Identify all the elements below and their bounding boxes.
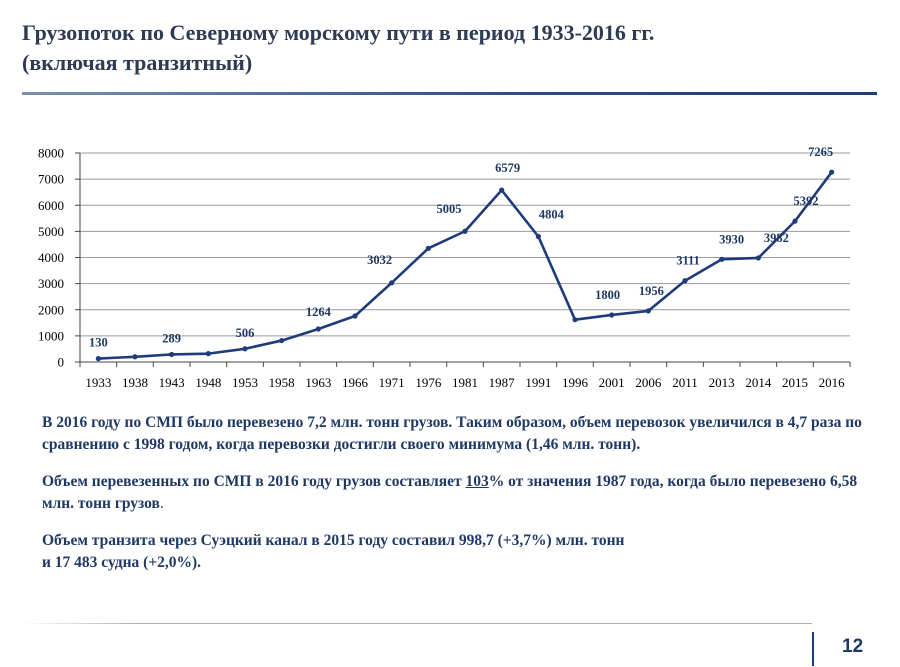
data-label-1987: 6579: [495, 161, 520, 175]
data-point-1953: [242, 346, 248, 352]
x-tick-label-1958: 1958: [269, 375, 295, 390]
data-point-1938: [132, 354, 138, 360]
note-paragraph-1: В 2016 году по СМП было перевезено 7,2 м…: [42, 414, 862, 453]
x-tick-label-1938: 1938: [122, 375, 148, 390]
data-point-2013: [719, 256, 725, 262]
x-tick-label-1987: 1987: [489, 375, 516, 390]
note-2-part-a: Объем перевезенных по СМП в 2016 году гр…: [42, 473, 466, 490]
note-3-line-2: и 17 483 судна (+2,0%).: [42, 554, 202, 571]
data-point-1981: [462, 228, 468, 234]
data-label-1971: 3032: [367, 253, 392, 267]
data-point-1943: [169, 351, 175, 358]
x-tick-label-1953: 1953: [232, 375, 258, 390]
footer-divider: [22, 623, 812, 624]
y-tick-label-8000: 8000: [38, 146, 64, 161]
data-point-1963: [315, 326, 321, 332]
data-point-1976: [425, 245, 431, 251]
data-label-1991: 4804: [539, 207, 565, 221]
data-point-1991: [535, 233, 541, 240]
data-point-2015: [792, 218, 798, 224]
y-tick-label-6000: 6000: [38, 198, 64, 213]
note-paragraph-2: Объем перевезенных по СМП в 2016 году гр…: [42, 471, 862, 515]
x-tick-label-1933: 1933: [85, 375, 111, 390]
data-point-1933: [95, 356, 101, 362]
data-label-1933: 130: [89, 336, 108, 350]
title-divider: [22, 92, 877, 95]
title-line-1: Грузопоток по Северному морскому пути в …: [22, 20, 655, 45]
series-line: [98, 171, 833, 360]
y-tick-label-2000: 2000: [38, 302, 64, 317]
data-label-1981: 5005: [437, 202, 462, 216]
y-tick-label-5000: 5000: [38, 224, 64, 239]
data-point-2016: [829, 169, 835, 175]
x-tick-label-2015: 2015: [782, 375, 808, 390]
x-tick-label-1991: 1991: [525, 375, 551, 390]
note-2-period: .: [159, 495, 164, 512]
data-point-1971: [389, 280, 395, 286]
y-tick-label-0: 0: [58, 355, 65, 370]
note-paragraph-3: Объем транзита через Суэцкий канал в 201…: [42, 530, 862, 574]
data-point-2014: [755, 255, 761, 261]
x-tick-label-1971: 1971: [379, 375, 405, 390]
x-tick-label-1976: 1976: [415, 375, 442, 390]
data-point-1958: [279, 337, 285, 344]
data-label-2016: 7265: [808, 145, 833, 159]
data-label-2011: 3111: [676, 254, 700, 268]
y-tick-label-1000: 1000: [38, 328, 64, 343]
page-number: 12: [842, 636, 864, 657]
slide-title: Грузопоток по Северному морскому пути в …: [22, 18, 882, 78]
x-tick-label-2011: 2011: [672, 375, 698, 390]
x-tick-label-1996: 1996: [562, 375, 589, 390]
y-tick-label-3000: 3000: [38, 276, 64, 291]
data-label-2013: 3930: [719, 232, 744, 246]
data-label-2015: 5392: [794, 194, 819, 208]
note-3-line-1: Объем транзита через Суэцкий канал в 201…: [42, 532, 625, 549]
data-point-1966: [352, 313, 358, 319]
x-tick-label-1948: 1948: [195, 375, 221, 390]
y-tick-label-4000: 4000: [38, 250, 64, 265]
data-point-1996: [572, 317, 578, 323]
note-2-percent: 103: [465, 473, 489, 490]
title-line-2: (включая транзитный): [22, 50, 253, 75]
x-tick-label-2001: 2001: [599, 375, 625, 390]
y-tick-label-7000: 7000: [38, 172, 64, 187]
data-point-2011: [682, 278, 688, 284]
x-tick-label-1981: 1981: [452, 375, 478, 390]
page-number-bar: [812, 632, 814, 666]
data-point-1948: [205, 351, 211, 357]
x-tick-label-2016: 2016: [819, 375, 846, 390]
x-tick-label-2013: 2013: [709, 375, 735, 390]
data-point-2006: [645, 308, 651, 314]
note-2-part-c: % от значения 1987 года, когда было пере…: [42, 473, 858, 512]
data-label-1953: 506: [236, 326, 255, 340]
data-point-1987: [499, 187, 505, 193]
x-tick-label-2006: 2006: [635, 375, 662, 390]
data-label-1963: 1264: [306, 305, 332, 319]
x-tick-label-1963: 1963: [305, 375, 331, 390]
x-tick-label-1943: 1943: [159, 375, 185, 390]
x-tick-label-2014: 2014: [745, 375, 772, 390]
data-label-2001: 1800: [595, 288, 620, 302]
notes-block: В 2016 году по СМП было перевезено 7,2 м…: [42, 412, 862, 589]
x-tick-label-1966: 1966: [342, 375, 369, 390]
data-label-2014: 3982: [764, 231, 789, 245]
cargo-flow-line-chart: 0 1000 2000 3000 4000 5000 6000 7000 8000 1933 193…: [38, 145, 851, 390]
data-point-2001: [609, 312, 615, 318]
data-label-1943: 289: [162, 331, 181, 345]
data-label-2006: 1956: [639, 284, 664, 298]
